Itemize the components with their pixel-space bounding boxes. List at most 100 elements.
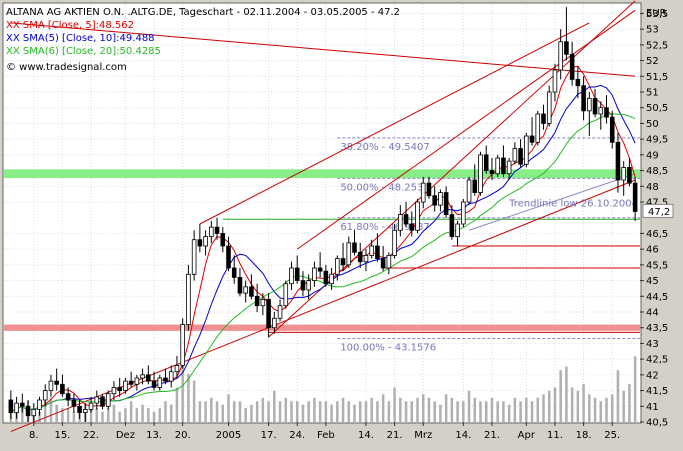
volume-bar bbox=[633, 356, 637, 422]
y-tick-label: 46 bbox=[646, 245, 659, 256]
horizontal-bands bbox=[4, 169, 640, 331]
legend: ALTANA AG AKTIEN O.N. .ALTG.DE, Tagescha… bbox=[6, 7, 400, 73]
x-tick-label: Dez bbox=[116, 430, 135, 441]
sma5-label: XX SMA [Close, 5]:48.562 bbox=[6, 20, 134, 31]
volume-bar bbox=[192, 380, 196, 422]
volume-bar bbox=[530, 401, 534, 422]
candles bbox=[8, 7, 638, 422]
volume-bar bbox=[502, 401, 505, 422]
sma10-name: XX SMA(5) [Close, 10]: bbox=[6, 33, 120, 44]
candle-up bbox=[398, 214, 403, 231]
candle-up bbox=[420, 182, 426, 203]
volume-bar bbox=[152, 411, 156, 422]
candle-up bbox=[31, 409, 37, 417]
volume-bars bbox=[9, 356, 637, 422]
candle-up bbox=[335, 258, 340, 275]
candle-down bbox=[71, 399, 77, 407]
volume-bar bbox=[416, 397, 419, 422]
candle-up bbox=[191, 239, 197, 275]
volume-bar bbox=[95, 408, 99, 422]
candle-down bbox=[300, 280, 306, 291]
candle-down bbox=[489, 170, 495, 175]
y-tick-label: 53,5 bbox=[646, 9, 668, 20]
y-tick-label: 53 bbox=[646, 25, 659, 36]
volume-bar bbox=[399, 397, 402, 422]
candle-up bbox=[243, 286, 248, 294]
volume-bar bbox=[410, 401, 414, 422]
candle-down bbox=[432, 195, 437, 206]
sma-5-line bbox=[10, 65, 636, 413]
candle-down bbox=[529, 135, 535, 143]
candle-down bbox=[627, 167, 632, 184]
candle-up bbox=[83, 409, 88, 413]
volume-bar bbox=[164, 401, 167, 422]
candle-up bbox=[598, 107, 604, 115]
volume-bar bbox=[89, 408, 93, 422]
candle-down bbox=[340, 258, 346, 266]
candle-down bbox=[472, 179, 478, 193]
volume-bar bbox=[490, 397, 494, 422]
volume-bar bbox=[605, 397, 608, 422]
candle-up bbox=[312, 267, 317, 281]
candle-up bbox=[524, 135, 529, 165]
fib-label: 50.00% - 48.253 bbox=[340, 182, 423, 193]
candle-up bbox=[415, 201, 420, 231]
volume-bar bbox=[250, 404, 253, 422]
volume-bar bbox=[318, 401, 322, 422]
candle-up bbox=[329, 273, 334, 285]
trend-line bbox=[10, 22, 636, 77]
volume-bar bbox=[221, 404, 225, 422]
currency-label: EUR bbox=[646, 8, 667, 19]
candle-up bbox=[168, 371, 174, 382]
volume-bar bbox=[112, 404, 116, 422]
volume-bar bbox=[210, 397, 213, 422]
candle-up bbox=[42, 390, 48, 401]
fib-label: 100.00% - 43.1576 bbox=[340, 342, 436, 353]
volume-bar bbox=[49, 397, 53, 422]
volume-bar bbox=[261, 397, 265, 422]
candle-up bbox=[174, 365, 180, 373]
candle-up bbox=[506, 160, 512, 175]
volume-bar bbox=[444, 394, 448, 422]
x-tick-label: 24. bbox=[289, 430, 305, 441]
candle-down bbox=[8, 399, 14, 413]
volume-bar bbox=[542, 394, 545, 422]
volume-bar bbox=[232, 401, 236, 422]
y-tick-label: 52,5 bbox=[646, 40, 668, 51]
candle-up bbox=[363, 255, 369, 263]
candle-down bbox=[409, 223, 415, 231]
candle-down bbox=[375, 245, 380, 259]
x-tick-label: 13. bbox=[146, 430, 162, 441]
volume-bar bbox=[118, 411, 121, 422]
volume-bar bbox=[353, 404, 356, 422]
volume-bar bbox=[38, 411, 41, 422]
candle-down bbox=[25, 405, 31, 417]
volume-bar bbox=[473, 397, 477, 422]
volume-bar bbox=[450, 397, 454, 422]
sma5-name: XX SMA [Close, 5]: bbox=[6, 20, 99, 31]
candle-down bbox=[20, 402, 25, 407]
chart-title: ALTANA AG AKTIEN O.N. .ALTG.DE, Tagescha… bbox=[6, 7, 400, 18]
volume-bar bbox=[106, 408, 110, 422]
x-tick-label: 22. bbox=[83, 430, 99, 441]
volume-bar bbox=[295, 401, 299, 422]
candle-down bbox=[604, 107, 609, 118]
trendline-label: Trendlinie low 26.10.2004 bbox=[508, 199, 638, 210]
candle-up bbox=[88, 402, 94, 410]
x-tick-label: 11. bbox=[547, 430, 563, 441]
y-tick-label: 50 bbox=[646, 119, 659, 130]
y-tick-label: 44 bbox=[646, 308, 659, 319]
trend-line bbox=[296, 9, 636, 250]
trend-line bbox=[199, 22, 590, 225]
candle-up bbox=[209, 226, 214, 237]
candle-up bbox=[535, 113, 541, 143]
volume-bar bbox=[336, 401, 339, 422]
volume-bar bbox=[456, 401, 459, 422]
price-band bbox=[4, 169, 640, 179]
candle-up bbox=[260, 299, 266, 307]
volume-bar bbox=[376, 401, 379, 422]
candle-up bbox=[346, 242, 352, 266]
candle-up bbox=[495, 157, 500, 175]
y-axis: 53,5 53 52,5 52 51,5 51 50,5 50 49,5 49 48,5 48 47,5… bbox=[640, 9, 668, 429]
y-tick-label: 40,5 bbox=[646, 418, 668, 429]
